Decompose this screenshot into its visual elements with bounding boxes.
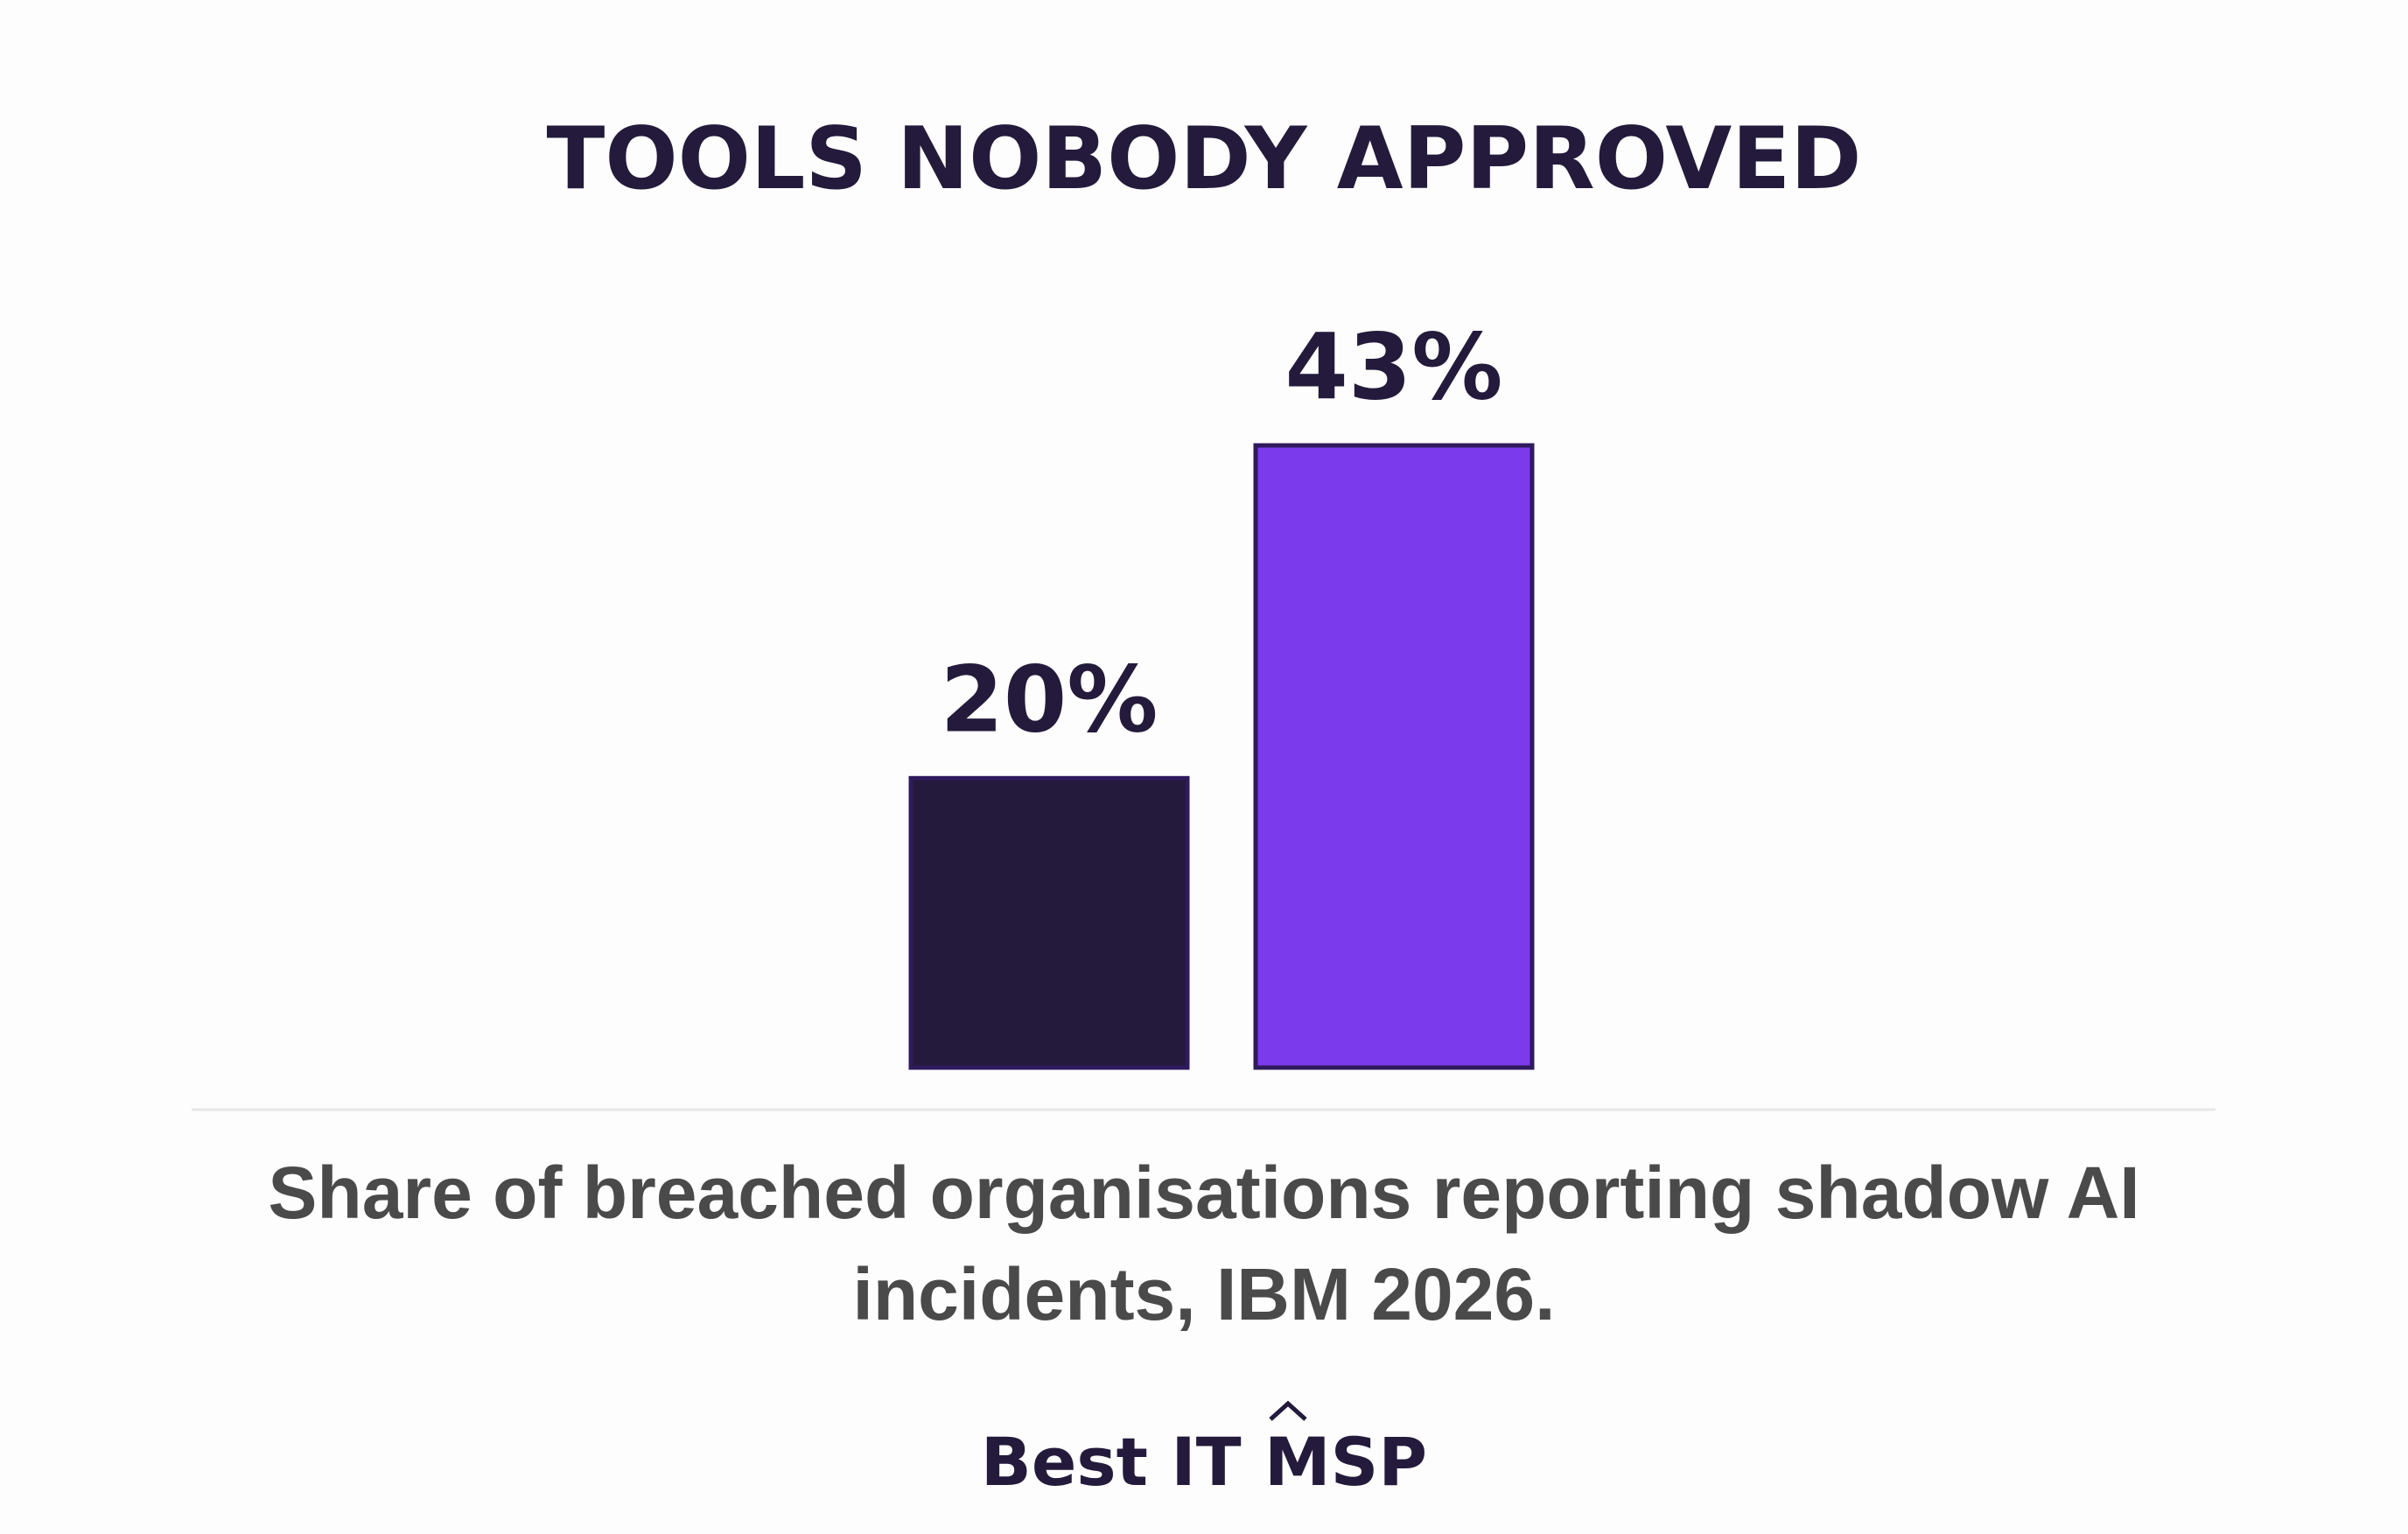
value-label: 43% bbox=[1285, 313, 1503, 420]
bar bbox=[1253, 443, 1535, 1070]
value-label: 20% bbox=[941, 647, 1158, 753]
bar bbox=[908, 775, 1190, 1070]
caption: Share of breached organisations reportin… bbox=[268, 1152, 2140, 1335]
brand-caret bbox=[1269, 1400, 1307, 1421]
chart-title: TOOLS NOBODY APPROVED bbox=[546, 109, 1861, 209]
brand: Best IT MSP bbox=[981, 1423, 1427, 1501]
